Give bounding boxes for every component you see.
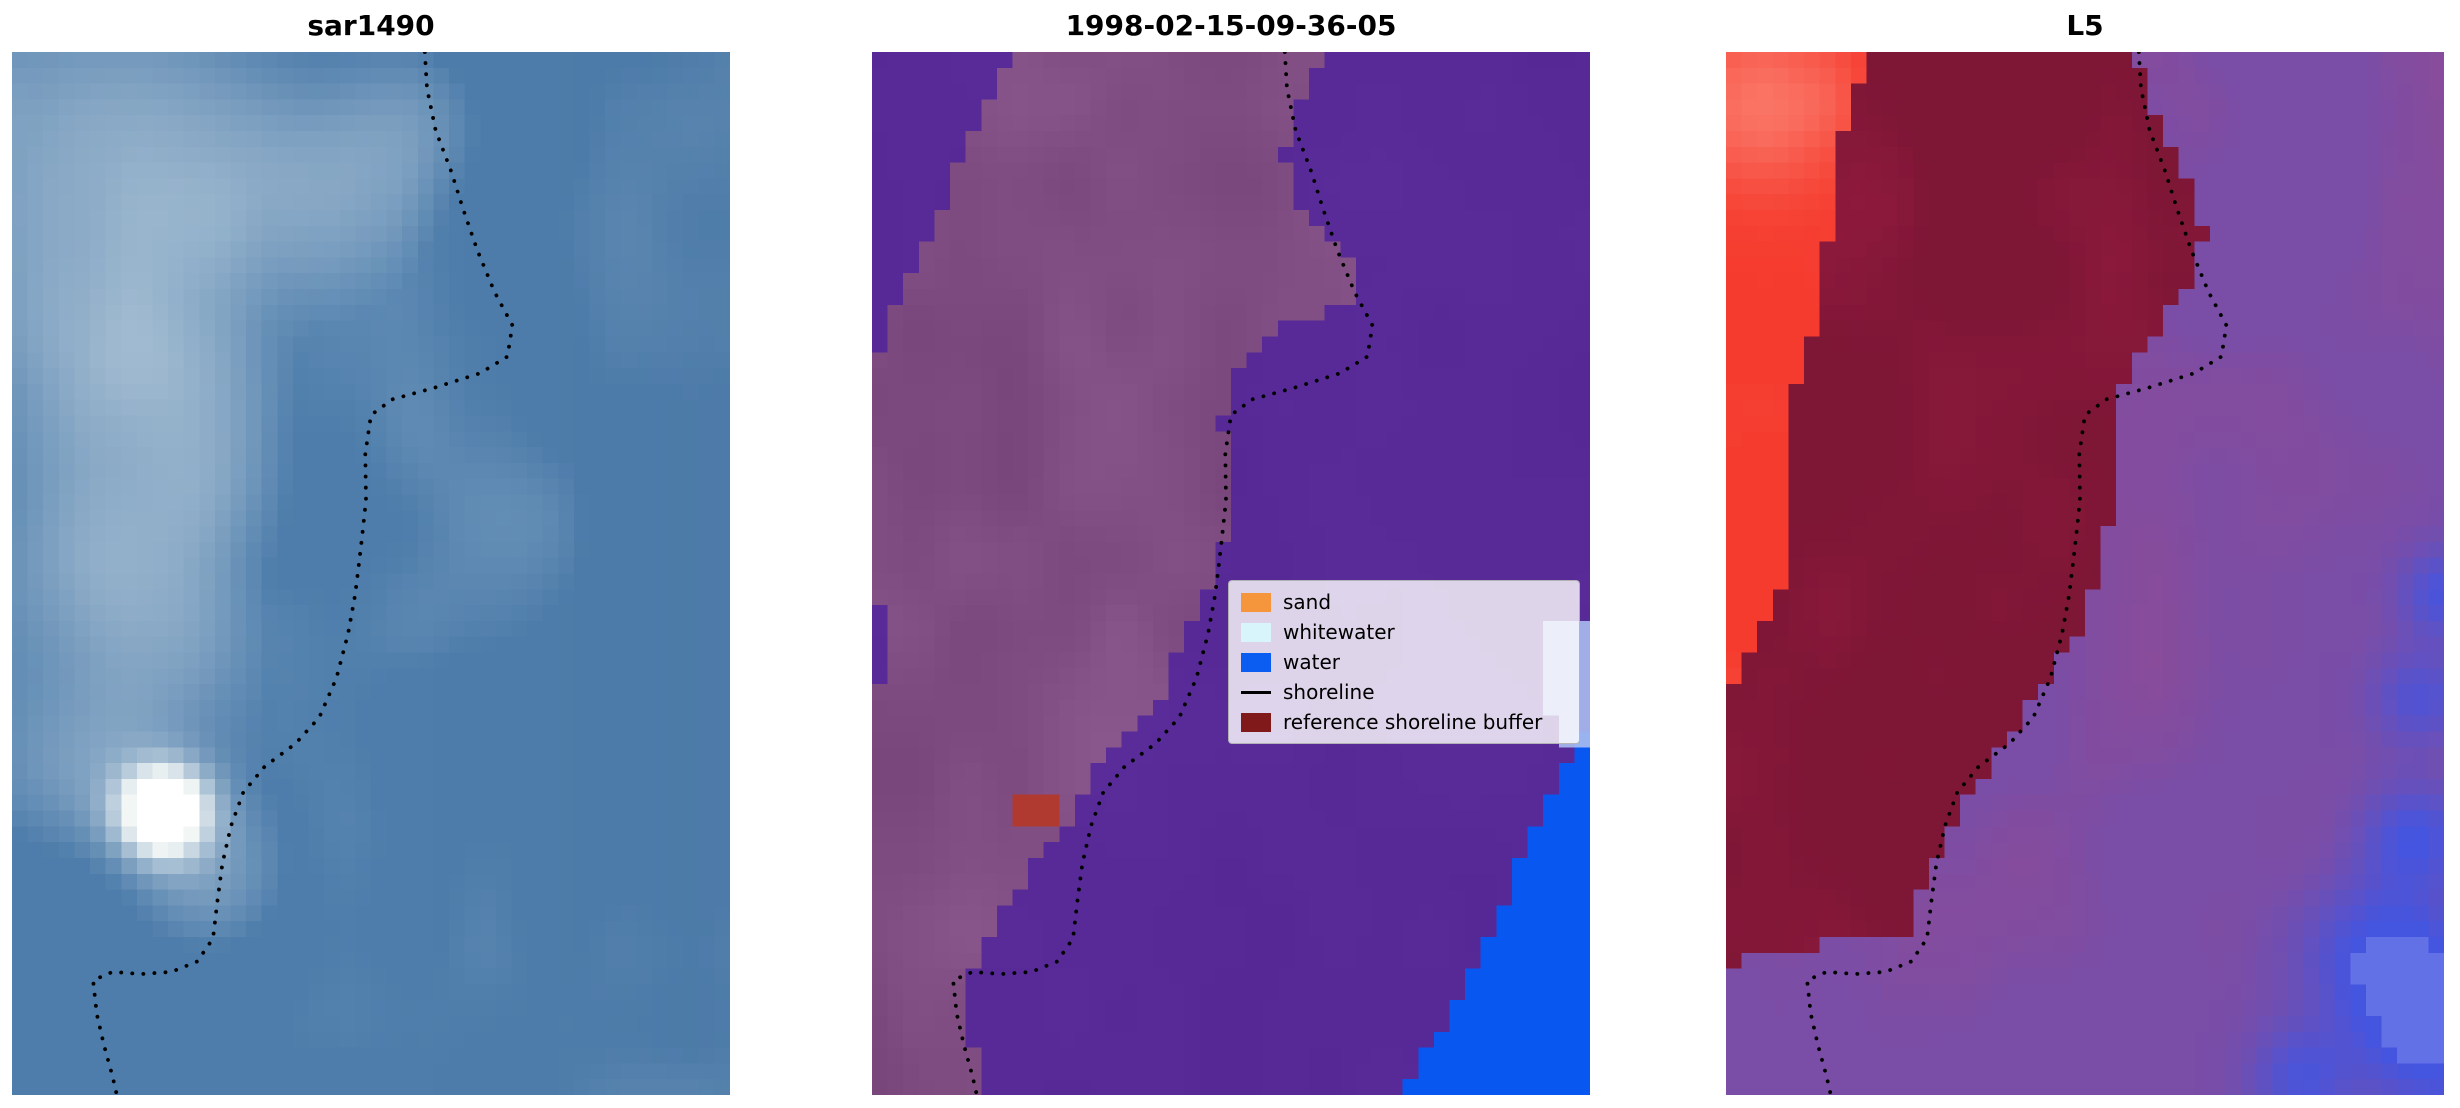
legend-label-water: water	[1283, 650, 1340, 674]
panel-title-sar: sar1490	[307, 9, 435, 42]
water-swatch	[1241, 652, 1271, 672]
sar-image	[12, 52, 730, 1095]
legend-entry-sand: sand	[1241, 590, 1567, 614]
legend: sand whitewater water shoreline referenc…	[1228, 580, 1580, 744]
legend-label-sand: sand	[1283, 590, 1332, 614]
legend-entry-whitewater: whitewater	[1241, 620, 1567, 644]
legend-label-shoreline: shoreline	[1283, 680, 1375, 704]
legend-entry-shoreline: shoreline	[1241, 680, 1567, 704]
panel-classified: 1998-02-15-09-36-05 sand whitewater wate…	[872, 9, 1590, 1095]
panel-title-classified: 1998-02-15-09-36-05	[1065, 9, 1397, 42]
legend-label-whitewater: whitewater	[1283, 620, 1395, 644]
sand-swatch	[1241, 592, 1271, 612]
whitewater-swatch	[1241, 622, 1271, 642]
classified-image	[872, 52, 1590, 1095]
panel-sar: sar1490	[12, 9, 730, 1095]
legend-entry-water: water	[1241, 650, 1567, 674]
legend-entry-reference-buffer: reference shoreline buffer	[1241, 710, 1567, 734]
l5-image	[1726, 52, 2444, 1095]
shoreline-line-swatch	[1241, 690, 1271, 694]
panel-l5: L5	[1726, 9, 2444, 1095]
reference-buffer-swatch	[1241, 712, 1271, 732]
legend-label-reference-buffer: reference shoreline buffer	[1283, 710, 1543, 734]
panel-title-l5: L5	[2066, 9, 2104, 42]
